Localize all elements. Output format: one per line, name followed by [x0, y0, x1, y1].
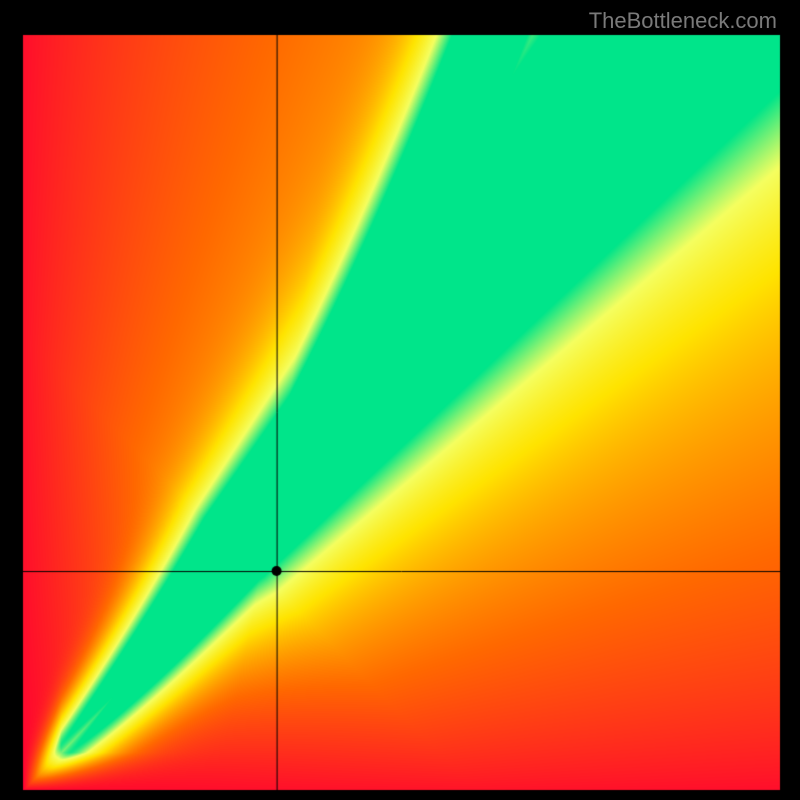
bottleneck-heatmap [0, 0, 800, 800]
watermark-text: TheBottleneck.com [589, 8, 777, 34]
